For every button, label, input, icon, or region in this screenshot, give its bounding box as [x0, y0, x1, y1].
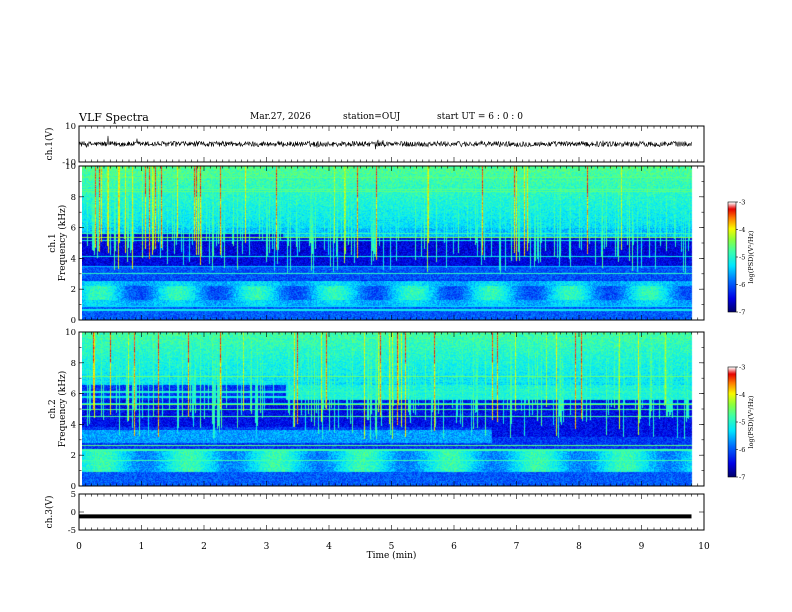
y-tick-label: 4	[71, 420, 76, 430]
colorbar-tick-label: -6	[739, 446, 745, 454]
y-tick-label: 8	[71, 193, 76, 203]
y-tick-label: 10	[65, 122, 76, 132]
ylabel-frequency: Frequency (kHz)	[57, 205, 68, 282]
y-tick-label: 2	[71, 285, 76, 295]
colorbar-tick-label: -3	[739, 199, 745, 207]
y-tick-label: 5	[71, 490, 76, 500]
colorbar-tick-label: -5	[739, 419, 745, 427]
x-tick-label: 1	[139, 542, 145, 552]
y-tick-label: -10	[62, 158, 76, 168]
colorbar-tick-label: -6	[739, 281, 745, 289]
colorbar-label: log(PSD)(V²/Hz)	[747, 395, 755, 448]
panel-frame	[78, 331, 705, 487]
ch1-waveform-trace	[78, 135, 692, 150]
tick-marks	[78, 125, 738, 531]
colorbar-tick-label: -5	[739, 254, 745, 262]
ylabel-channel: ch.2	[48, 399, 58, 418]
y-tick-label: 10	[65, 162, 76, 172]
colorbar-frame	[727, 201, 737, 313]
colorbar-tick-label: -4	[739, 391, 745, 399]
y-tick-label: 6	[71, 224, 76, 234]
station-label: station=OUJ	[343, 112, 401, 122]
colorbar-tick-label: -3	[739, 364, 745, 372]
x-tick-label: 9	[639, 542, 645, 552]
ch1-spectrogram	[82, 166, 693, 320]
ch2-colorbar	[728, 367, 736, 477]
colorbar-label: log(PSD)(V²/Hz)	[747, 230, 755, 283]
y-tick-label: 6	[71, 390, 76, 400]
ch1-colorbar	[728, 202, 736, 312]
colorbar-tick-label: -7	[739, 309, 745, 317]
x-tick-label: 8	[576, 542, 582, 552]
y-tick-label: 10	[65, 328, 76, 338]
xaxis-label: Time (min)	[367, 550, 417, 561]
y-tick-label: 0	[71, 508, 76, 518]
ch2-spectrogram	[82, 332, 693, 486]
panel-frame	[78, 165, 705, 321]
x-tick-label: 2	[201, 542, 207, 552]
x-tick-label: 7	[514, 542, 520, 552]
x-tick-label: 4	[326, 542, 332, 552]
y-tick-label: -5	[68, 526, 76, 536]
y-tick-label: 2	[71, 451, 76, 461]
y-tick-label: 0	[71, 316, 76, 326]
ylabel-channel: ch.1	[48, 233, 58, 252]
ylabel-frequency: Frequency (kHz)	[57, 371, 68, 448]
panel-frame	[78, 493, 705, 531]
date-label: Mar.27, 2026	[250, 112, 311, 122]
start-ut-label: start UT = 6 : 0 : 0	[437, 112, 523, 122]
y-tick-label: 0	[71, 482, 76, 492]
x-tick-label: 6	[451, 542, 457, 552]
colorbar-frame	[727, 366, 737, 478]
x-tick-label: 10	[698, 542, 710, 552]
waveform-traces	[78, 135, 692, 519]
x-tick-label: 3	[264, 542, 270, 552]
y-tick-label: 8	[71, 359, 76, 369]
ylabel-voltage: ch.1(V)	[44, 128, 55, 161]
colorbar-tick-label: -4	[739, 226, 745, 234]
x-tick-label: 0	[76, 542, 82, 552]
ylabel-voltage: ch.3(V)	[44, 496, 55, 529]
figure-title: VLF Spectra	[79, 111, 149, 124]
colorbar-tick-label: -7	[739, 474, 745, 482]
y-tick-label: 4	[71, 254, 76, 264]
panel-frames	[78, 125, 737, 531]
x-tick-label: 5	[389, 542, 395, 552]
